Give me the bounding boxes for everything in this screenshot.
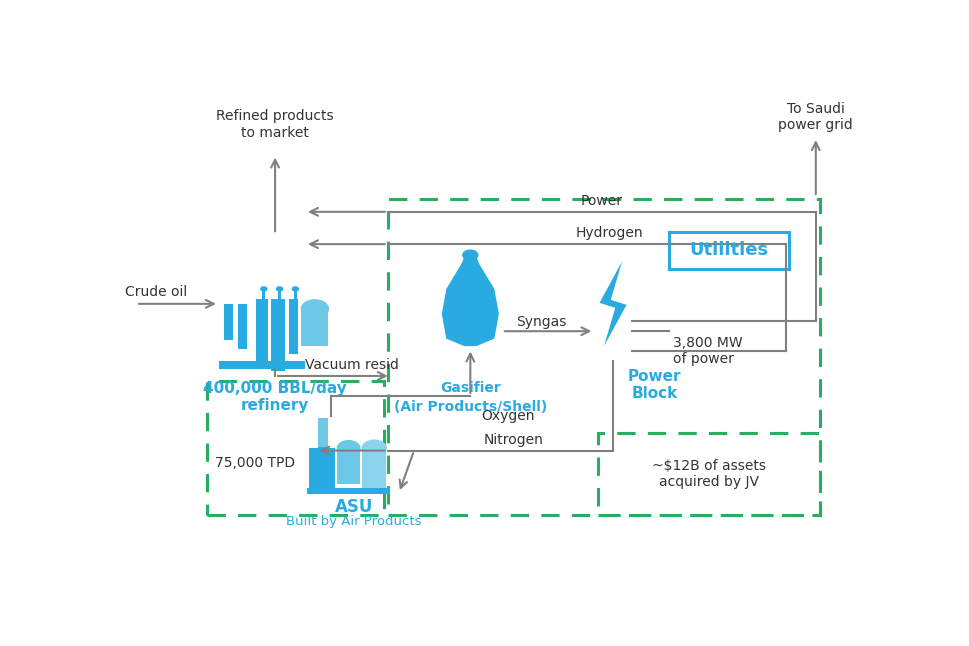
Text: Syngas: Syngas (516, 315, 567, 329)
FancyBboxPatch shape (318, 418, 328, 451)
Text: 3,800 MW
of power: 3,800 MW of power (673, 336, 742, 366)
FancyBboxPatch shape (278, 290, 281, 299)
Text: Hydrogen: Hydrogen (576, 226, 643, 240)
FancyBboxPatch shape (670, 232, 790, 269)
Text: 75,000 TPD: 75,000 TPD (215, 456, 296, 470)
FancyBboxPatch shape (318, 446, 328, 451)
FancyBboxPatch shape (294, 290, 297, 299)
FancyBboxPatch shape (237, 304, 247, 349)
FancyBboxPatch shape (263, 290, 266, 299)
Text: ASU: ASU (334, 498, 373, 516)
Circle shape (293, 287, 298, 291)
FancyBboxPatch shape (219, 360, 305, 368)
Text: Nitrogen: Nitrogen (484, 433, 544, 446)
FancyBboxPatch shape (307, 488, 390, 494)
Text: Vacuum resid: Vacuum resid (305, 358, 399, 372)
Text: 400,000 BBL/day
refinery: 400,000 BBL/day refinery (203, 381, 347, 413)
Text: Crude oil: Crude oil (125, 285, 187, 299)
Text: ~$12B of assets
acquired by JV: ~$12B of assets acquired by JV (652, 459, 766, 489)
FancyBboxPatch shape (309, 448, 335, 490)
Polygon shape (600, 262, 627, 346)
Circle shape (301, 300, 328, 318)
FancyBboxPatch shape (362, 448, 387, 489)
Polygon shape (442, 256, 499, 346)
Text: Power
Block: Power Block (628, 368, 681, 401)
Text: Built by Air Products: Built by Air Products (286, 516, 422, 528)
Text: Utilities: Utilities (690, 242, 769, 260)
Circle shape (276, 287, 283, 291)
Circle shape (261, 287, 266, 291)
FancyBboxPatch shape (289, 299, 298, 353)
FancyBboxPatch shape (337, 448, 359, 484)
Text: Power: Power (580, 194, 623, 208)
Circle shape (362, 440, 387, 456)
FancyBboxPatch shape (464, 255, 477, 265)
Circle shape (337, 441, 359, 455)
Text: To Saudi
power grid: To Saudi power grid (778, 102, 853, 132)
Text: Gasifier
(Air Products/Shell): Gasifier (Air Products/Shell) (393, 381, 547, 415)
Text: Refined products
to market: Refined products to market (216, 110, 334, 140)
FancyBboxPatch shape (256, 299, 267, 364)
FancyBboxPatch shape (224, 304, 233, 340)
Circle shape (463, 250, 478, 260)
Text: Oxygen: Oxygen (482, 409, 535, 422)
FancyBboxPatch shape (301, 309, 328, 346)
FancyBboxPatch shape (271, 299, 285, 371)
